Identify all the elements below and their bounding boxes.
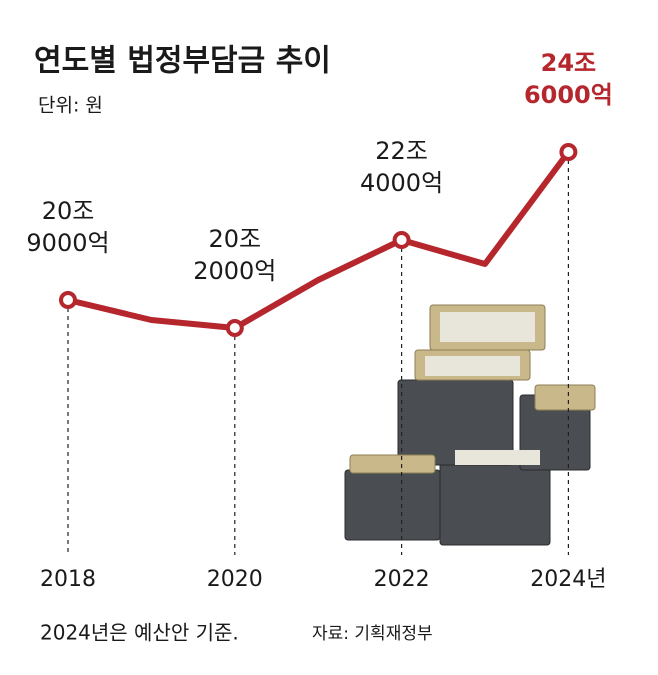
value-label: 22조 4000억 bbox=[360, 137, 443, 197]
line bbox=[67, 150, 571, 331]
x-tick-label: 2024년 bbox=[530, 567, 606, 592]
value-label: 20조 2000억 bbox=[193, 225, 276, 285]
x-tick-label: 2020 bbox=[207, 567, 263, 592]
x-tick-label: 2018 bbox=[40, 567, 96, 592]
footnote: 2024년은 예산안 기준. bbox=[40, 621, 239, 645]
chart-title: 연도별 법정부담금 추이 bbox=[34, 44, 331, 79]
value-label-line: 6000억 bbox=[524, 81, 613, 109]
value-label-line: 2000억 bbox=[193, 257, 276, 285]
x-tick-label: 2022 bbox=[374, 567, 430, 592]
point-marker bbox=[59, 291, 77, 309]
point-marker bbox=[225, 319, 244, 337]
value-label-line: 24조 bbox=[541, 49, 596, 77]
chart-subtitle: 단위: 원 bbox=[38, 95, 103, 117]
value-label-line: 4000억 bbox=[360, 169, 443, 197]
value-label: 20조 9000억 bbox=[26, 197, 109, 257]
point-marker bbox=[392, 231, 411, 249]
value-label-line: 20조 bbox=[208, 225, 261, 253]
value-label: 24조 6000억 bbox=[524, 49, 613, 109]
value-label-line: 20조 bbox=[42, 197, 95, 225]
money-illustration bbox=[344, 304, 596, 546]
source: 자료: 기획재정부 bbox=[312, 624, 433, 644]
value-label-line: 9000억 bbox=[26, 229, 109, 257]
point-marker bbox=[559, 143, 578, 161]
value-label-line: 22조 bbox=[375, 137, 428, 165]
